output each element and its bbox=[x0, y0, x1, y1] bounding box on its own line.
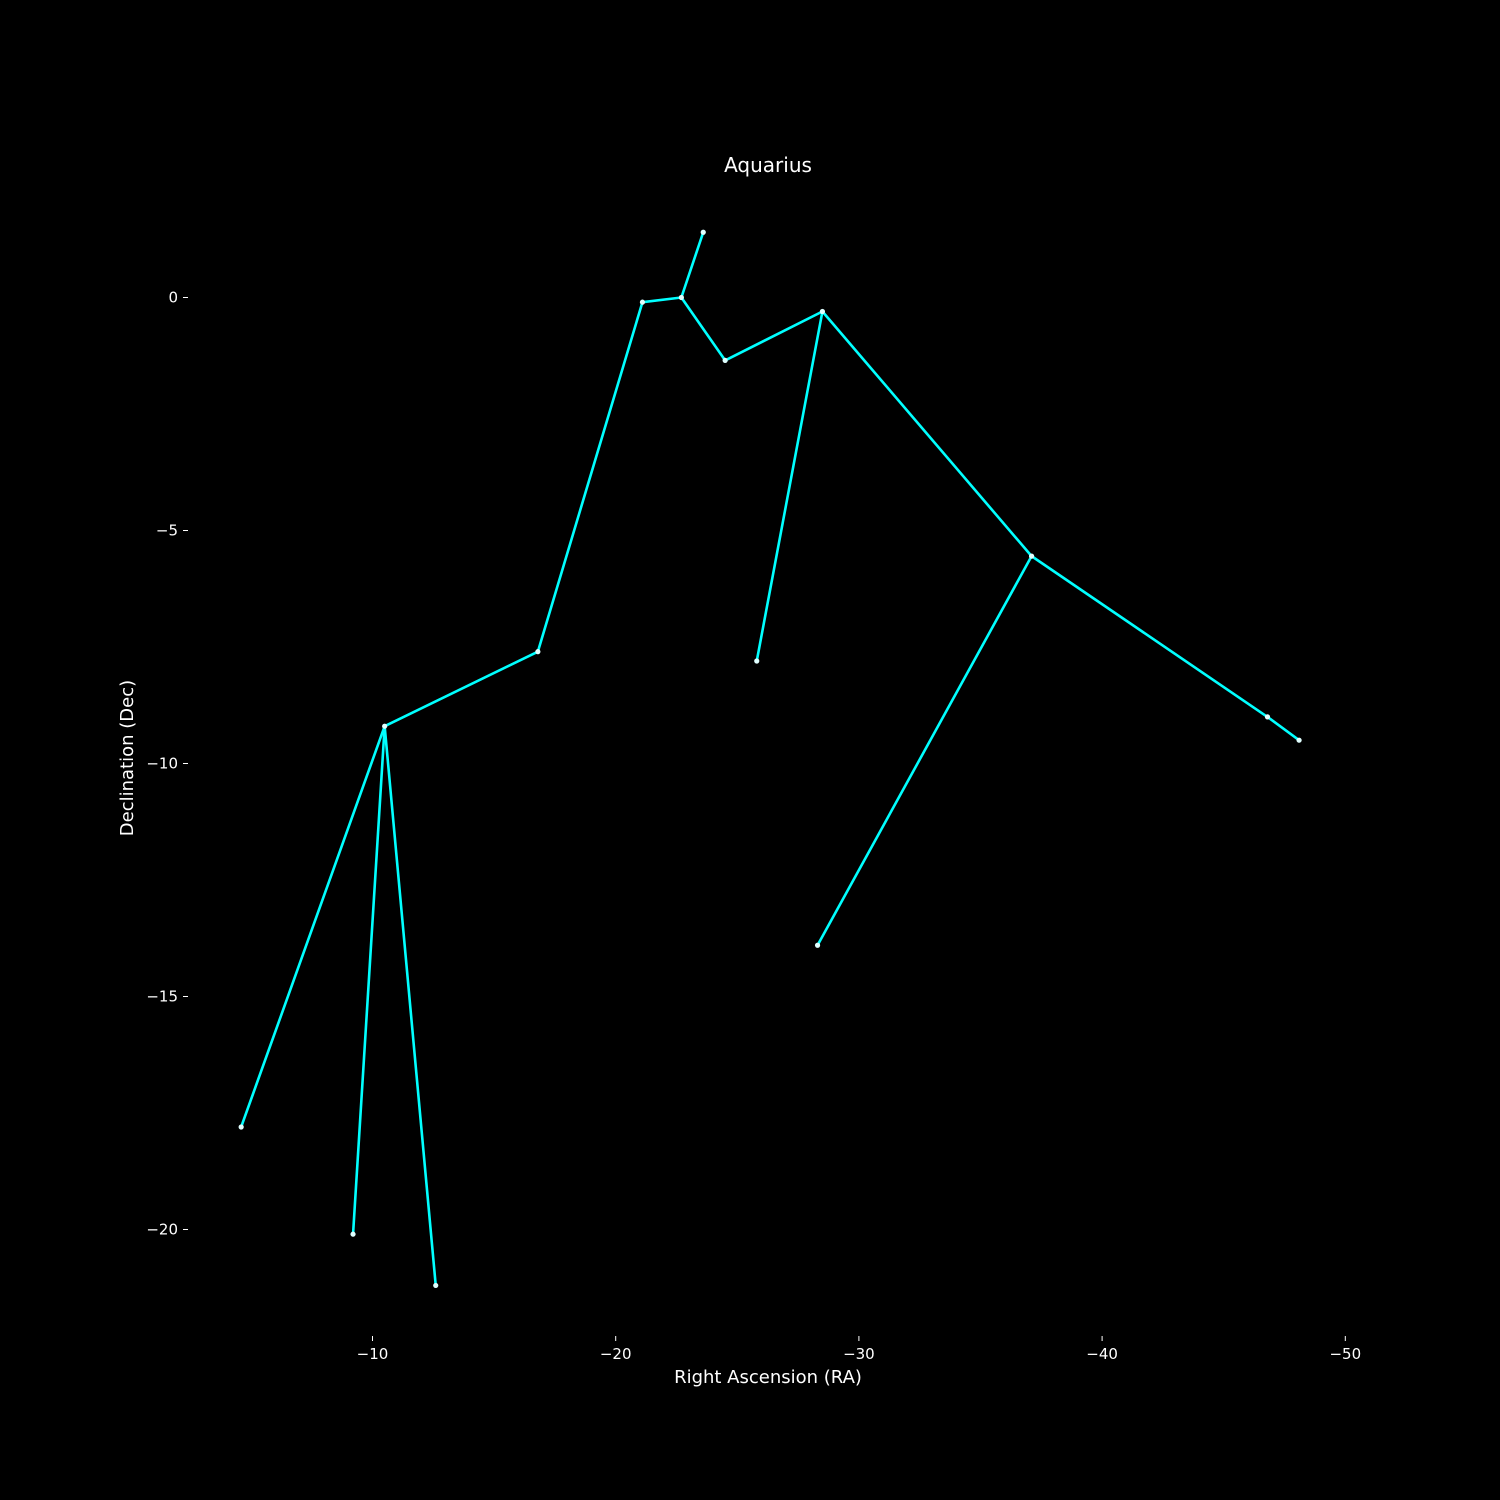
y-tick-label: 0 bbox=[168, 289, 178, 307]
constellation-line bbox=[383, 650, 540, 728]
constellation-line bbox=[680, 296, 727, 362]
star-point bbox=[722, 357, 728, 364]
x-tick-label: −30 bbox=[843, 1345, 875, 1363]
x-axis-ticks: −10 −20 −30 −40 −50 bbox=[357, 1336, 1361, 1363]
star-point bbox=[1028, 553, 1035, 559]
x-axis-label: Right Ascension (RA) bbox=[674, 1367, 862, 1388]
star-point bbox=[639, 299, 646, 305]
constellation-line bbox=[239, 724, 386, 1129]
constellation-line bbox=[536, 300, 644, 653]
star-point bbox=[238, 1124, 244, 1130]
constellation-line bbox=[641, 296, 683, 304]
star-point bbox=[350, 1231, 356, 1237]
star-point bbox=[678, 294, 684, 301]
y-axis-ticks: 0 −5 −10 −15 −20 bbox=[146, 289, 188, 1239]
star-point bbox=[814, 942, 821, 948]
star-point bbox=[754, 658, 760, 664]
y-axis-label: Declination (Dec) bbox=[117, 680, 138, 836]
constellation-line bbox=[1030, 554, 1269, 719]
constellation-line bbox=[816, 554, 1033, 947]
y-tick-label: −20 bbox=[146, 1221, 178, 1239]
constellation-line bbox=[723, 310, 824, 362]
x-tick-label: −20 bbox=[600, 1345, 632, 1363]
star-point bbox=[1296, 737, 1302, 743]
x-tick-label: −50 bbox=[1329, 1345, 1361, 1363]
constellation-line bbox=[383, 724, 438, 1287]
constellation-stars bbox=[238, 229, 1302, 1289]
star-point bbox=[382, 723, 388, 729]
star-point bbox=[1264, 714, 1271, 720]
y-tick-label: −15 bbox=[146, 988, 178, 1006]
constellation-line bbox=[351, 724, 386, 1236]
chart-title: Aquarius bbox=[724, 153, 812, 177]
star-point bbox=[535, 649, 541, 655]
y-tick-label: −5 bbox=[156, 522, 178, 540]
y-tick-label: −10 bbox=[146, 755, 178, 773]
star-point bbox=[433, 1282, 439, 1289]
constellation-line bbox=[1266, 715, 1301, 742]
constellation-lines bbox=[239, 230, 1301, 1287]
x-tick-label: −10 bbox=[357, 1345, 389, 1363]
constellation-line bbox=[755, 310, 824, 663]
constellation-line bbox=[821, 310, 1033, 558]
star-point bbox=[819, 308, 826, 315]
star-point bbox=[700, 229, 706, 235]
constellation-line bbox=[680, 230, 705, 299]
x-tick-label: −40 bbox=[1086, 1345, 1118, 1363]
